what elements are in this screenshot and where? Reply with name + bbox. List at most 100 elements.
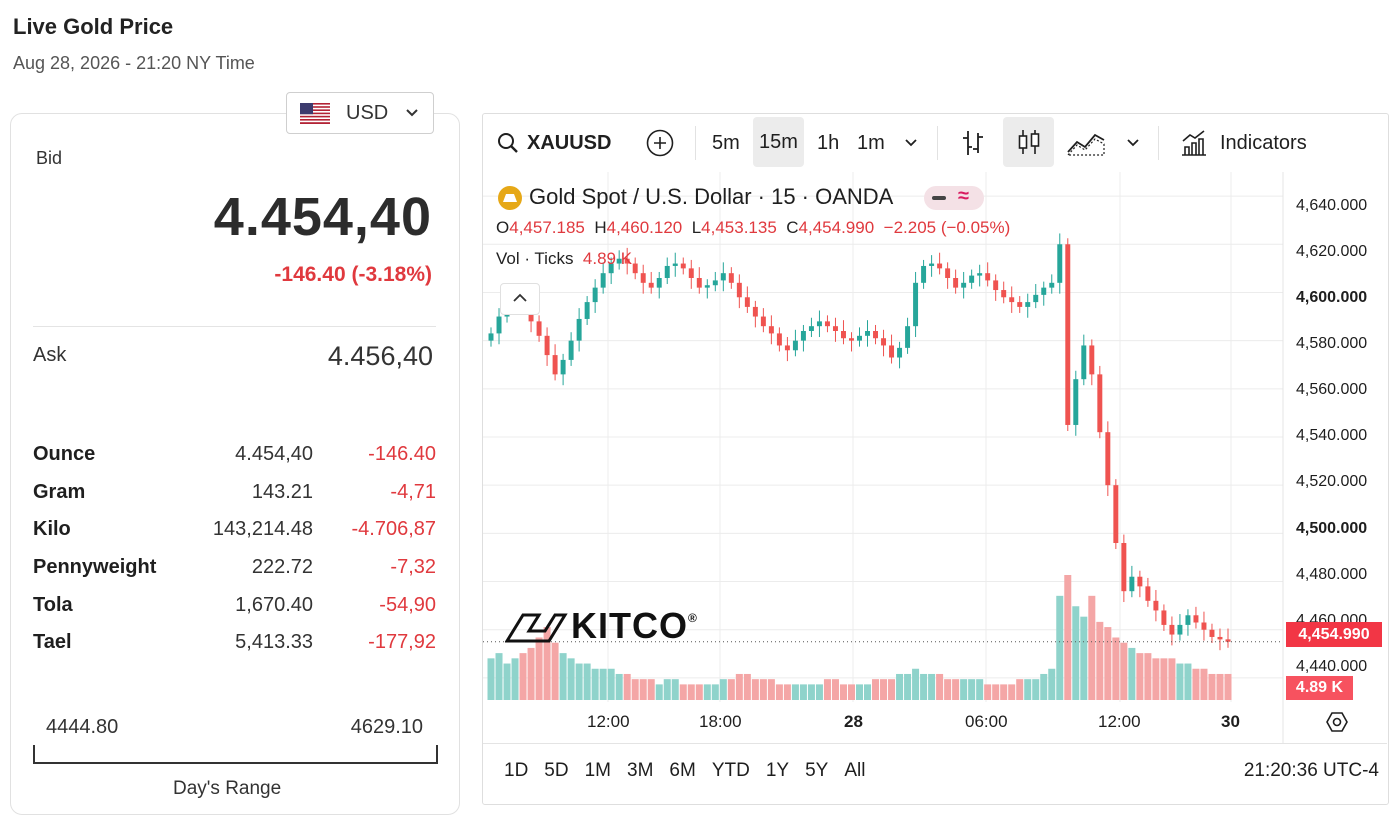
candle-body	[1001, 290, 1007, 298]
candle-body	[1089, 345, 1095, 375]
candle-body	[744, 297, 750, 307]
chart-type-dropdown[interactable]	[1126, 129, 1140, 157]
range-all[interactable]: All	[844, 760, 866, 781]
volume-bar	[839, 684, 847, 700]
interval-dropdown[interactable]	[904, 129, 918, 157]
volume-bar	[823, 679, 831, 700]
range-5d[interactable]: 5D	[544, 760, 569, 781]
candle-body	[1177, 624, 1183, 635]
interval-1h[interactable]: 1h	[817, 131, 840, 154]
legend-status-pill[interactable]: ≈	[924, 185, 984, 210]
candle-body	[584, 302, 590, 319]
range-1d[interactable]: 1D	[504, 760, 529, 781]
candle-body	[1201, 622, 1207, 630]
gold-coin-icon	[498, 186, 522, 210]
interval-15m[interactable]: 15m	[753, 117, 804, 167]
volume-bar	[896, 673, 904, 700]
candle-body	[961, 282, 967, 288]
currency-value: USD	[346, 101, 389, 124]
volume-bar	[1000, 684, 1008, 700]
volume-bar	[1136, 653, 1144, 700]
interval-1m[interactable]: 1m	[857, 131, 885, 154]
ask-value: 4.456,40	[327, 341, 433, 371]
candle-body	[792, 340, 798, 351]
volume-bar	[1160, 658, 1168, 700]
volume-bar	[1216, 673, 1224, 700]
volume-bar	[920, 673, 928, 700]
price-chart[interactable]	[483, 172, 1387, 743]
ohlc-values: O4,457.185 H4,460.120 L4,453.135 C4,454.…	[496, 218, 1011, 237]
minus-icon	[932, 196, 946, 200]
candle-body	[760, 316, 766, 327]
volume-bar	[1088, 595, 1096, 700]
price-panel	[10, 113, 460, 815]
volume-bar	[864, 684, 872, 700]
range-1y[interactable]: 1Y	[765, 760, 790, 781]
indicators-label: Indicators	[1220, 131, 1307, 154]
volume-bar	[976, 679, 984, 700]
range-3m[interactable]: 3M	[627, 760, 654, 781]
compare-button[interactable]	[645, 129, 675, 157]
candle-body	[1009, 297, 1015, 303]
candles-button[interactable]	[1003, 117, 1054, 167]
interval-5m[interactable]: 5m	[712, 131, 740, 154]
candle-body	[776, 333, 782, 346]
unit-name: Pennyweight	[33, 556, 157, 579]
chart-clock[interactable]: 21:20:36 UTC-4	[1243, 760, 1379, 781]
day-range-label: Day's Range	[173, 778, 282, 799]
chart-settings-icon[interactable]	[1325, 710, 1349, 734]
candle-body	[849, 338, 854, 341]
candle-body	[929, 263, 935, 266]
candle-body	[624, 258, 630, 264]
volume-bar	[928, 673, 936, 700]
range-6m[interactable]: 6M	[669, 760, 696, 781]
volume-bar	[912, 668, 920, 700]
volume-bar	[607, 668, 615, 700]
candle-body	[1049, 282, 1055, 288]
volume-bar	[535, 637, 543, 700]
volume-bar	[775, 684, 783, 700]
page-title: Live Gold Price	[13, 14, 174, 39]
x-tick-label: 12:00	[587, 712, 630, 731]
volume-bar	[888, 679, 896, 700]
area-chart-button[interactable]	[1067, 129, 1105, 157]
volume-bar	[1168, 658, 1176, 700]
currency-select[interactable]: USD	[286, 92, 434, 134]
candle-body	[544, 335, 550, 356]
candle-body	[1057, 244, 1063, 283]
range-5y[interactable]: 5Y	[805, 760, 829, 781]
range-1m[interactable]: 1M	[584, 760, 611, 781]
candle-body	[720, 273, 726, 281]
add-circle-icon	[646, 129, 674, 157]
candle-body	[1097, 374, 1103, 433]
volume-bar	[1016, 679, 1024, 700]
unit-change: -54,90	[379, 593, 436, 616]
candle-body	[664, 265, 670, 278]
volume-bar	[687, 684, 695, 700]
candle-body	[752, 306, 758, 317]
volume-bar	[727, 679, 735, 700]
us-flag-icon	[300, 102, 330, 124]
volume-bar	[1112, 637, 1120, 700]
collapse-legend-button[interactable]	[500, 283, 540, 315]
candle-body	[648, 282, 654, 288]
candle-body	[1129, 576, 1135, 592]
range-ytd[interactable]: YTD	[711, 760, 750, 781]
volume-bar	[1208, 673, 1216, 700]
volume-bar	[495, 653, 503, 700]
candle-body	[592, 287, 598, 303]
volume-bar	[1200, 668, 1208, 700]
unit-price: 143.21	[251, 480, 313, 503]
volume-bar	[703, 684, 711, 700]
unit-price-table: Ounce 4.454,40 -146.40 Gram 143.21 -4,71 Kil…	[33, 436, 436, 662]
candle-body	[953, 278, 959, 288]
y-tick-label: 4,620.000	[1296, 243, 1368, 260]
indicators-button[interactable]: Indicators	[1180, 129, 1307, 157]
symbol-search[interactable]: XAUUSD	[497, 129, 611, 157]
candle-body	[1041, 287, 1047, 295]
volume-bar	[880, 679, 888, 700]
candle-body	[816, 321, 822, 327]
volume-bar	[519, 653, 527, 700]
bar-chart-button[interactable]	[960, 129, 986, 157]
volume-bar	[543, 627, 551, 700]
